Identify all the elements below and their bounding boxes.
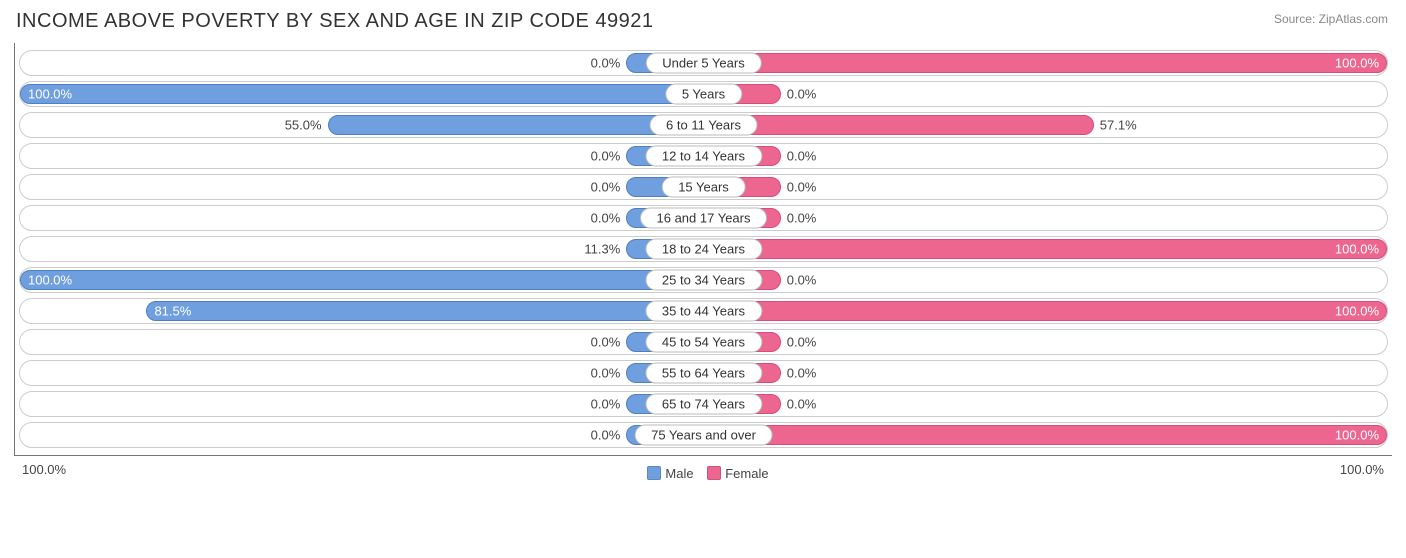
male-swatch	[647, 466, 661, 480]
chart-row: 0.0% 100.0% 75 Years and over	[19, 422, 1388, 448]
chart-row: 81.5% 100.0% 35 to 44 Years	[19, 298, 1388, 324]
male-value: 55.0%	[285, 118, 322, 133]
female-value: 0.0%	[787, 87, 817, 102]
chart-row: 0.0% 100.0% Under 5 Years	[19, 50, 1388, 76]
age-group-label: 45 to 54 Years	[645, 332, 762, 353]
chart-row: 100.0% 0.0% 5 Years	[19, 81, 1388, 107]
age-group-label: 65 to 74 Years	[645, 394, 762, 415]
age-group-label: Under 5 Years	[645, 53, 761, 74]
male-bar	[20, 270, 704, 290]
age-group-label: 6 to 11 Years	[649, 115, 758, 136]
age-group-label: 25 to 34 Years	[645, 270, 762, 291]
chart-row: 55.0% 57.1% 6 to 11 Years	[19, 112, 1388, 138]
male-bar	[20, 84, 704, 104]
female-value: 100.0%	[1335, 428, 1379, 443]
chart-title: INCOME ABOVE POVERTY BY SEX AND AGE IN Z…	[16, 10, 1392, 33]
age-group-label: 35 to 44 Years	[645, 301, 762, 322]
legend: Male Female	[637, 466, 768, 481]
chart-row: 0.0% 0.0% 16 and 17 Years	[19, 205, 1388, 231]
female-value: 0.0%	[787, 397, 817, 412]
male-value: 81.5%	[154, 304, 191, 319]
male-value: 0.0%	[591, 335, 621, 350]
male-bar	[328, 115, 704, 135]
female-value: 0.0%	[787, 335, 817, 350]
male-bar	[146, 301, 703, 321]
female-bar	[704, 115, 1094, 135]
chart-row: 0.0% 0.0% 55 to 64 Years	[19, 360, 1388, 386]
diverging-bar-chart: 0.0% 100.0% Under 5 Years 100.0% 0.0% 5 Years…	[14, 43, 1392, 456]
male-value: 0.0%	[591, 56, 621, 71]
axis-labels: 100.0% Male Female 100.0%	[14, 456, 1392, 481]
male-value: 0.0%	[591, 397, 621, 412]
chart-row: 0.0% 0.0% 65 to 74 Years	[19, 391, 1388, 417]
female-value: 0.0%	[787, 366, 817, 381]
male-value: 100.0%	[28, 273, 72, 288]
male-value: 11.3%	[584, 242, 620, 257]
female-value: 0.0%	[787, 211, 817, 226]
female-value: 57.1%	[1100, 118, 1137, 133]
legend-female-label: Female	[725, 466, 768, 481]
chart-row: 0.0% 0.0% 12 to 14 Years	[19, 143, 1388, 169]
axis-right-label: 100.0%	[1340, 462, 1384, 481]
male-value: 100.0%	[28, 87, 72, 102]
male-value: 0.0%	[591, 211, 621, 226]
female-bar	[704, 239, 1388, 259]
female-value: 100.0%	[1335, 56, 1379, 71]
age-group-label: 15 Years	[661, 177, 746, 198]
age-group-label: 12 to 14 Years	[645, 146, 762, 167]
female-value: 0.0%	[787, 273, 817, 288]
female-bar	[704, 301, 1388, 321]
male-value: 0.0%	[591, 149, 621, 164]
female-bar	[704, 425, 1388, 445]
male-value: 0.0%	[591, 428, 621, 443]
chart-row: 0.0% 0.0% 45 to 54 Years	[19, 329, 1388, 355]
female-bar	[704, 53, 1388, 73]
chart-row: 11.3% 100.0% 18 to 24 Years	[19, 236, 1388, 262]
chart-row: 100.0% 0.0% 25 to 34 Years	[19, 267, 1388, 293]
male-value: 0.0%	[591, 180, 621, 195]
age-group-label: 5 Years	[665, 84, 742, 105]
age-group-label: 55 to 64 Years	[645, 363, 762, 384]
female-value: 0.0%	[787, 180, 817, 195]
chart-row: 0.0% 0.0% 15 Years	[19, 174, 1388, 200]
female-value: 100.0%	[1335, 304, 1379, 319]
legend-male-label: Male	[665, 466, 693, 481]
age-group-label: 16 and 17 Years	[640, 208, 768, 229]
female-swatch	[707, 466, 721, 480]
age-group-label: 18 to 24 Years	[645, 239, 762, 260]
age-group-label: 75 Years and over	[634, 425, 773, 446]
female-value: 100.0%	[1335, 242, 1379, 257]
female-value: 0.0%	[787, 149, 817, 164]
axis-left-label: 100.0%	[22, 462, 66, 481]
source-attribution: Source: ZipAtlas.com	[1274, 12, 1388, 26]
male-value: 0.0%	[591, 366, 621, 381]
